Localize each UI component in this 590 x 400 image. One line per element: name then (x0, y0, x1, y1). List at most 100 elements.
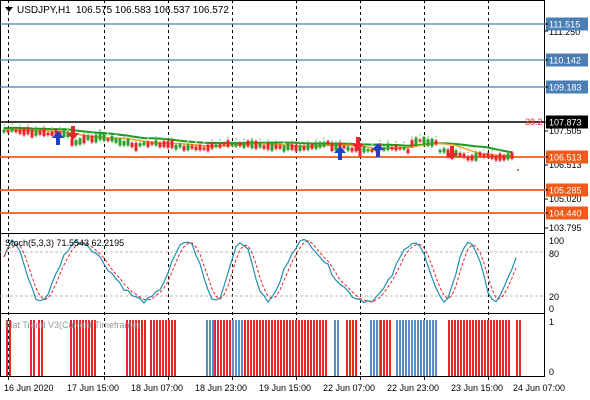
flat-trend-bar (295, 320, 297, 376)
sar-dot (203, 141, 205, 144)
candle-body (494, 155, 498, 161)
sar-dot (227, 136, 229, 139)
time-label: 19 Jun 15:00 (259, 383, 311, 393)
flat-trend-bar (171, 320, 173, 376)
flat-trend-bar (232, 320, 234, 376)
candle-body (218, 144, 222, 148)
flat-trend-bar (319, 320, 321, 376)
flat-trend-bar (355, 320, 357, 376)
candle-body (106, 138, 110, 141)
price-level-value: 110.142 (549, 56, 581, 66)
flat-trend-bar (346, 320, 348, 376)
candle-body (186, 144, 190, 151)
candle-body (26, 127, 30, 135)
time-axis: 16 Jun 2020 17 Jun 15:00 18 Jun 07:00 18… (4, 383, 565, 393)
time-label: 17 Jun 15:00 (67, 383, 119, 393)
sar-dot (517, 169, 519, 171)
sar-dot (11, 123, 13, 126)
candle-body (462, 153, 466, 158)
candle-body (14, 129, 18, 133)
candle-body (54, 129, 58, 136)
flat-trend-bar (274, 320, 276, 376)
flat-trend-bar (349, 320, 351, 376)
time-label: 16 Jun 2020 (4, 383, 54, 393)
flat-trend-bar (6, 320, 8, 376)
candle-body (262, 145, 266, 149)
flat-trend-bar (325, 320, 327, 376)
sar-dot (107, 132, 109, 135)
candle-body (406, 149, 410, 154)
candle-body (142, 142, 146, 146)
candle-body (230, 143, 234, 146)
flat-trend-bar (376, 320, 378, 376)
flat-trend-bar (426, 320, 428, 376)
flat-trend-bar (435, 320, 437, 376)
candle-body (182, 145, 186, 151)
price-tick: 107.505 (549, 126, 582, 136)
flat-trend-bar (262, 320, 264, 376)
candle-body (42, 128, 46, 136)
candle-body (2, 129, 6, 133)
sar-dot (331, 140, 333, 143)
candle-body (94, 134, 98, 143)
flat-trend-bar (289, 320, 291, 376)
sar-dot (379, 140, 381, 143)
candle-body (226, 140, 230, 147)
candle-body (146, 141, 150, 147)
price-level-value: 109.183 (549, 83, 582, 93)
candle-body (350, 148, 354, 152)
flat-trend-bar (370, 320, 372, 376)
candle-body (122, 140, 126, 146)
candle-body (130, 142, 134, 148)
candle-body (278, 145, 282, 149)
candle-body (510, 152, 514, 159)
candle-body (202, 147, 206, 150)
flat-trend-bar (38, 320, 40, 376)
candle-body (18, 129, 22, 134)
flat-trend-bar (405, 320, 407, 376)
flat-trend-bar (516, 320, 518, 376)
price-level-box (546, 80, 588, 94)
candle-body (254, 141, 258, 149)
candle-body (366, 149, 370, 152)
candle-body (326, 141, 330, 145)
flat-trend-bar (235, 320, 237, 376)
flat-trend-bar (519, 320, 521, 376)
flat-trend-bar (472, 320, 474, 376)
candle-body (298, 145, 302, 151)
candle-body (134, 142, 138, 151)
candle-body (22, 128, 26, 136)
flat-trend-bar (334, 320, 336, 376)
collapse-triangle-icon[interactable] (5, 7, 13, 12)
sar-dot (43, 125, 45, 128)
sar-dot (219, 138, 221, 141)
sar-dot (435, 135, 437, 138)
sar-dot (59, 126, 61, 129)
candle-body (342, 145, 346, 149)
candle-body (418, 139, 422, 142)
candle-body (266, 143, 270, 150)
flat-trend-bar (286, 320, 288, 376)
flat-trend-bar (79, 320, 81, 376)
sar-dot (187, 140, 189, 143)
candle-body (354, 147, 358, 152)
candle-body (210, 143, 214, 149)
flat-trend-bar (265, 320, 267, 376)
candle-body (478, 152, 482, 157)
flat-trend-bar (490, 320, 492, 376)
stoch-signal-line (3, 240, 517, 303)
flat-trend-bar (484, 320, 486, 376)
sar-dot (115, 133, 117, 136)
flat-trend-bar (505, 320, 507, 376)
flat-trend-bar (214, 320, 216, 376)
flat-trend-bar (82, 320, 84, 376)
candle-body (194, 146, 198, 151)
candle-body (482, 154, 486, 158)
flat-trend-bar (399, 320, 401, 376)
flat-trend-title: Flat Trend V3(Current Timeframe) (5, 320, 140, 330)
flat-trend-bar (457, 320, 459, 376)
sar-dot (499, 150, 501, 153)
flat-trend-bar (73, 320, 75, 376)
sar-dot (307, 140, 309, 143)
